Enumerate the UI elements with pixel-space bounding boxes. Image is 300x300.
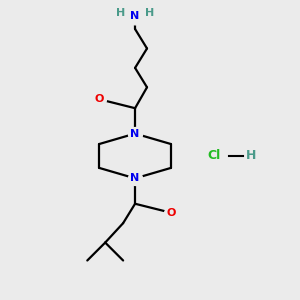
Text: O: O — [166, 208, 176, 218]
Text: N: N — [130, 129, 140, 139]
Text: O: O — [94, 94, 104, 104]
Text: Cl: Cl — [208, 149, 221, 163]
Text: H: H — [246, 149, 257, 163]
Text: N: N — [130, 173, 140, 183]
Text: N: N — [130, 11, 140, 21]
Text: H: H — [116, 8, 125, 18]
Text: H: H — [146, 8, 154, 18]
